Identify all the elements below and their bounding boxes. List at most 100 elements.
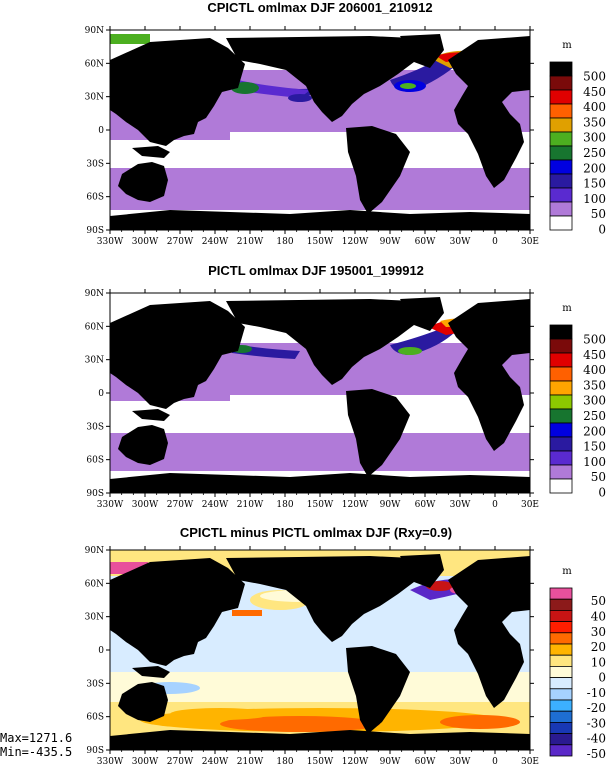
- y-tick-label: 60N: [85, 59, 104, 69]
- colorbar-swatch: [549, 688, 573, 701]
- colorbar-swatch: [549, 744, 573, 757]
- panel-2-y-ticks: 90N 60N 30N 0 30S 60S 90S: [85, 289, 534, 499]
- x-tick-label: 210W: [237, 757, 264, 767]
- colorbar-swatch: [549, 733, 573, 746]
- x-tick-label: 30E: [521, 757, 539, 767]
- colorbar-swatch: [549, 464, 573, 480]
- x-tick-label: 60W: [415, 237, 436, 247]
- colorbar-label: 300: [583, 394, 606, 408]
- x-tick-label: 240W: [202, 757, 229, 767]
- colorbar-swatch: [549, 380, 573, 396]
- y-tick-label: 30S: [86, 422, 104, 432]
- colorbar-swatch: [549, 632, 573, 645]
- colorbar-label: 450: [583, 85, 606, 99]
- x-tick-label: 60W: [415, 500, 436, 510]
- y-tick-label: 60S: [86, 456, 104, 466]
- x-tick-label: 210W: [237, 237, 264, 247]
- x-tick-label: 240W: [202, 237, 229, 247]
- colorbar-label: 0: [598, 485, 606, 499]
- south-ocean-band: [110, 433, 530, 471]
- colorbar-label: 300: [583, 131, 606, 145]
- y-tick-label: 90N: [85, 546, 104, 556]
- x-tick-label: 180: [276, 500, 293, 510]
- colorbar-label: 200: [583, 161, 606, 175]
- y-tick-label: 0: [98, 389, 104, 399]
- colorbar-swatch: [549, 173, 573, 189]
- x-tick-label: 270W: [167, 500, 194, 510]
- colorbar-swatch: [549, 103, 573, 119]
- colorbar-label: 350: [583, 378, 606, 392]
- x-tick-label: 150W: [307, 500, 334, 510]
- x-tick-label: 330W: [97, 500, 124, 510]
- south-ocean-band: [110, 168, 530, 210]
- panel-1-x-ticks: 330W 300W 270W 240W 210W 180 150W 120W 90W 60W 30W…: [97, 26, 539, 247]
- x-tick-label: 330W: [97, 237, 124, 247]
- colorbar-label: 40: [591, 610, 606, 624]
- x-tick-label: 90W: [380, 237, 401, 247]
- colorbar-swatch: [549, 75, 573, 91]
- colorbar-swatch: [549, 324, 573, 340]
- y-tick-label: 90S: [86, 746, 104, 756]
- colorbar-swatch: [549, 643, 573, 656]
- panel-3-title: CPICTL minus PICTL omlmax DJF (Rxy=0.9): [180, 525, 452, 540]
- colorbar-swatch: [549, 145, 573, 161]
- x-tick-label: 150W: [307, 757, 334, 767]
- panel-2-title: PICTL omlmax DJF 195001_199912: [208, 263, 424, 278]
- panel-3: [109, 549, 531, 751]
- colorbar-swatch: [549, 610, 573, 623]
- x-tick-label: 30W: [450, 500, 471, 510]
- x-tick-label: 210W: [237, 500, 264, 510]
- y-tick-label: 30N: [85, 356, 104, 366]
- colorbar-label: 250: [583, 409, 606, 423]
- colorbar-swatch: [549, 699, 573, 712]
- colorbar-label: 500: [583, 333, 606, 347]
- x-tick-label: 270W: [167, 237, 194, 247]
- colorbar-swatch: [549, 366, 573, 382]
- y-tick-label: 90N: [85, 289, 104, 299]
- colorbar-swatch: [549, 61, 573, 77]
- colorbar-swatch: [549, 352, 573, 368]
- colorbar-swatch: [549, 478, 573, 494]
- y-tick-label: 0: [98, 646, 104, 656]
- panel-2: [109, 292, 531, 494]
- colorbar-swatch: [549, 89, 573, 105]
- x-tick-label: 90W: [380, 757, 401, 767]
- y-tick-label: 60S: [86, 713, 104, 723]
- colorbar-swatch: [549, 677, 573, 690]
- colorbar-swatch: [549, 338, 573, 354]
- y-tick-label: 90N: [85, 26, 104, 36]
- x-tick-label: 300W: [132, 500, 159, 510]
- colorbar-label: 0: [598, 671, 606, 685]
- colorbar-label: 400: [583, 363, 606, 377]
- colorbar-label: 150: [583, 177, 606, 191]
- y-tick-label: 30N: [85, 93, 104, 103]
- colorbar-swatch: [549, 654, 573, 667]
- colorbar-swatch: [549, 187, 573, 203]
- min-value-label: Min=-435.5: [0, 745, 72, 759]
- colorbar-label: 0: [598, 222, 606, 236]
- x-tick-label: 300W: [132, 757, 159, 767]
- colorbar-label: -20: [587, 701, 606, 715]
- y-tick-label: 30N: [85, 613, 104, 623]
- y-tick-label: 30S: [86, 679, 104, 689]
- colorbar-label: -40: [587, 732, 606, 746]
- x-tick-label: 150W: [307, 237, 334, 247]
- colorbar-label: 350: [583, 115, 606, 129]
- y-tick-label: 90S: [86, 226, 104, 236]
- colorbar-swatch: [549, 598, 573, 611]
- colorbar-label: 50: [591, 470, 606, 484]
- y-tick-label: 60N: [85, 322, 104, 332]
- x-tick-label: 180: [276, 757, 293, 767]
- y-tick-label: 90S: [86, 489, 104, 499]
- colorbar-unit: m: [562, 566, 572, 577]
- colorbar-label: 450: [583, 348, 606, 362]
- x-tick-label: 90W: [380, 500, 401, 510]
- x-tick-label: 300W: [132, 237, 159, 247]
- colorbar-label: -50: [587, 747, 606, 761]
- colorbar-swatch: [549, 621, 573, 634]
- colorbar-swatch: [549, 710, 573, 723]
- x-tick-label: 120W: [342, 237, 369, 247]
